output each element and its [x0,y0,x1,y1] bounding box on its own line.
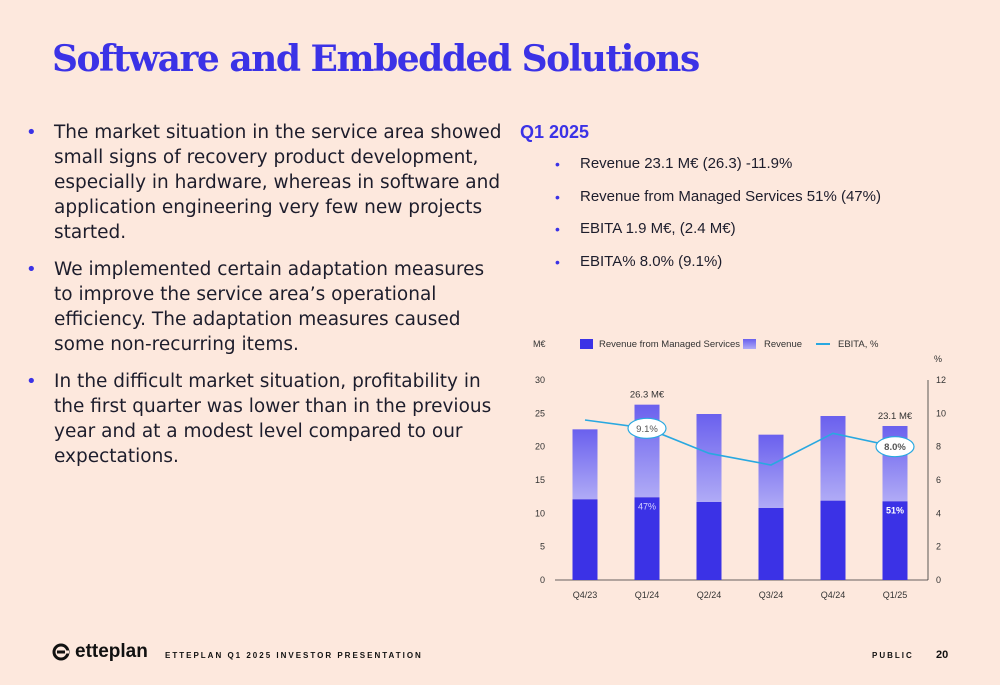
left-axis-tick: 0 [540,575,545,585]
page-title: Software and Embedded Solutions [52,38,700,80]
left-axis-tick: 5 [540,542,545,552]
revenue-bar [758,434,784,508]
left-axis-unit: M€ [533,339,546,349]
classification-label: PUBLIC [872,651,914,660]
revenue-bar [820,416,846,501]
right-axis-tick: 4 [936,508,941,518]
quarter-highlights-list: Revenue 23.1 M€ (26.3) -11.9% Revenue fr… [555,154,881,284]
right-axis-unit: % [934,354,942,364]
right-axis-tick: 2 [936,542,941,552]
left-axis-tick: 15 [535,475,545,485]
left-axis-tick: 20 [535,442,545,452]
legend-swatch-managed-services [580,339,593,349]
bar-total-label: 26.3 M€ [630,390,665,401]
revenue-bar [696,414,722,502]
key-point: We implemented certain adaptation measur… [22,257,502,357]
managed-services-bar [820,500,846,580]
managed-services-bar [634,497,660,580]
x-axis-tick: Q4/24 [821,590,846,600]
ebita-value-label: 9.1% [636,424,658,435]
x-axis-tick: Q1/24 [635,590,660,600]
right-axis-tick: 10 [936,408,946,418]
highlight-item: EBITA% 8.0% (9.1%) [555,252,881,272]
managed-services-bar [572,499,598,580]
ebita-label-bubble [627,417,667,439]
highlight-item: EBITA 1.9 M€, (2.4 M€) [555,219,881,239]
revenue-ebita-chart: M€% 0 5 10 15 20 25 30 0 2 4 6 8 10 12 Q4/23 Q1/24 Q2/24 Q… [533,339,946,600]
highlight-item: Revenue 23.1 M€ (26.3) -11.9% [555,154,881,174]
right-axis-tick: 12 [936,375,946,385]
quarter-title: Q1 2025 [520,122,590,142]
x-axis-tick: Q1/25 [883,590,908,600]
key-point: In the difficult market situation, profi… [22,369,502,469]
managed-services-bar [758,508,784,580]
logo-text: etteplan [75,641,148,662]
highlight-item: Revenue from Managed Services 51% (47%) [555,187,881,207]
managed-share-label: 47% [638,501,656,511]
left-axis-tick: 10 [535,508,545,518]
managed-services-bar [882,501,908,580]
left-axis-tick: 25 [535,408,545,418]
etteplan-logo-icon [52,643,70,661]
ebita-value-label: 8.0% [884,442,906,453]
right-axis-tick: 8 [936,442,941,452]
x-axis-tick: Q4/23 [573,590,598,600]
revenue-bar [572,429,598,500]
legend-label-revenue: Revenue [764,339,802,350]
managed-share-label: 51% [886,505,904,515]
presentation-name: ETTEPLAN Q1 2025 INVESTOR PRESENTATION [165,651,423,660]
bar-total-label: 23.1 M€ [878,411,913,422]
x-axis-tick: Q2/24 [697,590,722,600]
right-axis-tick: 0 [936,575,941,585]
right-axis-tick: 6 [936,475,941,485]
x-axis-tick: Q3/24 [759,590,784,600]
legend-label-ebita: EBITA, % [838,339,879,350]
legend-swatch-revenue [743,339,756,349]
key-point: The market situation in the service area… [22,120,502,245]
page-number: 20 [936,649,949,661]
managed-services-bar [696,502,722,580]
ebita-label-bubble [875,436,915,458]
key-points-list: The market situation in the service area… [22,120,502,481]
company-logo: etteplan [52,641,148,663]
legend-label-managed-services: Revenue from Managed Services [599,339,740,350]
left-axis-tick: 30 [535,375,545,385]
